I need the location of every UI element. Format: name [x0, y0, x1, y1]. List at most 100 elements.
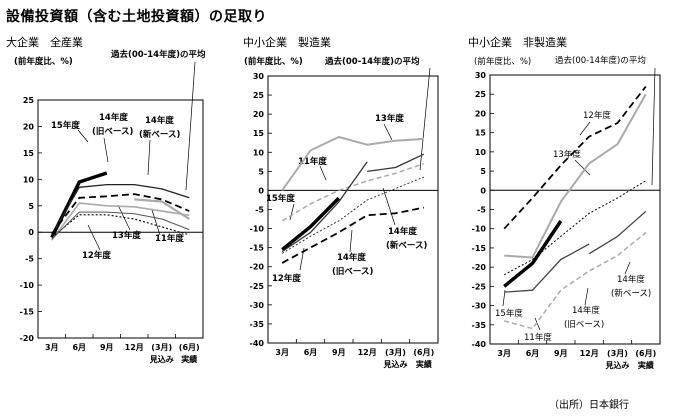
- y-tick-label: 5: [28, 202, 34, 211]
- panel-title: 中小企業 非製造業: [468, 35, 567, 49]
- annotation: 14年度: [572, 305, 600, 316]
- y-tick-label: 10: [253, 148, 265, 157]
- series-line: [281, 206, 424, 264]
- panel-sme-nonmanufacturing: 中小企業 非製造業 (前年度比、%) 過去(00-14年度)の平均 12年度 1…: [468, 35, 661, 370]
- series-line: [281, 162, 425, 222]
- x-tick-label: 12月: [358, 348, 377, 357]
- x-tick-label: 9月: [554, 349, 568, 358]
- x-tick-label: 3月: [497, 349, 511, 358]
- y-tick-label: -15: [250, 244, 265, 253]
- y-tick-label: 10: [475, 148, 487, 157]
- annotation: (新ベース): [611, 288, 651, 299]
- panel-title: 大企業 全産業: [6, 35, 83, 49]
- series-line: [504, 243, 590, 293]
- plot-area: -20 -15 -10 -5 0 5 10 15 20 25 3月 6月 9月 12月 (3月) 見込み (6月…: [20, 96, 204, 364]
- annotation: 14年度: [388, 226, 417, 237]
- callout-line: [502, 67, 656, 331]
- y-axis-label: (前年度比、%): [14, 56, 73, 67]
- y-tick-label: -10: [250, 225, 265, 234]
- y-tick-label: 30: [475, 71, 487, 80]
- series-line: [281, 161, 368, 253]
- x-sub-label: 見込み: [605, 360, 630, 370]
- y-tick-label: 15: [23, 149, 35, 158]
- annotation: 12年度: [583, 110, 611, 121]
- series-line: [51, 214, 190, 238]
- x-tick-label: 12月: [125, 343, 144, 352]
- annotation: 11年度: [524, 332, 552, 343]
- annotation: 12年度: [82, 250, 111, 261]
- y-axis-label: (前年度比、%): [244, 56, 303, 67]
- annotation: (旧ベース): [564, 320, 604, 330]
- callout-line: [77, 61, 196, 251]
- y-tick-label: -10: [20, 281, 35, 290]
- annotation: 15年度: [51, 120, 80, 131]
- annotation: 14年度: [145, 115, 174, 126]
- series-line: [51, 183, 190, 236]
- x-tick-label: (6月): [179, 343, 200, 352]
- x-tick-label: 3月: [275, 348, 289, 357]
- series-line: [367, 153, 425, 173]
- annotation: 11年度: [155, 233, 184, 244]
- y-tick-label: -25: [250, 282, 265, 291]
- y-tick-label: -20: [20, 334, 35, 343]
- x-tick-label: (3月): [151, 343, 172, 352]
- x-tick-label: 6月: [304, 348, 318, 357]
- series-line: [588, 210, 647, 255]
- x-tick-label: 3月: [45, 343, 59, 352]
- x-tick-label: 9月: [100, 343, 114, 352]
- callout-line: [289, 67, 431, 271]
- y-tick-label: 20: [23, 122, 35, 131]
- y-tick-label: 20: [253, 110, 265, 119]
- y-axis-label: (前年度比、%): [474, 56, 531, 67]
- series-line: [51, 193, 190, 235]
- annotation: 11年度: [298, 156, 327, 167]
- x-tick-label: 6月: [72, 343, 86, 352]
- y-tick-label: -5: [25, 255, 34, 264]
- annotation: 13年度: [375, 113, 404, 124]
- y-tick-label: 0: [28, 228, 34, 237]
- series-line: [503, 180, 647, 276]
- annotation: 過去(00-14年度)の平均: [555, 55, 646, 66]
- annotation: 15年度: [495, 308, 523, 319]
- x-tick-label: (3月): [607, 349, 628, 358]
- main-title: 設備投資額（含む土地投資額）の足取り: [6, 9, 267, 25]
- y-tick-label: 0: [258, 186, 264, 195]
- x-tick-label: 6月: [526, 349, 540, 358]
- annotation: 過去(00-14年度)の平均: [110, 49, 206, 60]
- annotation: 12年度: [272, 273, 301, 284]
- plot-area: -40 -35 -30 -25 -20 -15 -10 -5 0 5 10 15 20 25 30 3月 6月 9…: [250, 72, 439, 369]
- y-tick-label: 30: [253, 72, 265, 81]
- y-tick-label: 25: [253, 91, 265, 100]
- annotation: (新ベース): [139, 129, 180, 140]
- y-tick-label: -35: [472, 321, 487, 330]
- series-line: [51, 211, 190, 240]
- y-tick-label: -20: [472, 263, 487, 272]
- series-line: [503, 220, 563, 288]
- x-sub-label: 実績: [181, 354, 197, 364]
- panel-title: 中小企業 製造業: [243, 35, 331, 49]
- y-tick-label: -5: [255, 206, 264, 215]
- y-tick-label: -40: [250, 339, 265, 348]
- y-tick-label: -10: [472, 225, 487, 234]
- series-line: [281, 196, 341, 251]
- y-tick-label: -15: [472, 244, 487, 253]
- y-tick-label: 20: [475, 109, 487, 118]
- series-line: [504, 232, 647, 330]
- annotation: 13年度: [112, 230, 141, 241]
- annotation: 14年度: [99, 112, 128, 123]
- series-line: [281, 136, 424, 191]
- source-note: （出所）日本銀行: [549, 400, 629, 411]
- annotation: (旧ベース): [332, 266, 373, 277]
- y-tick-label: 5: [258, 167, 264, 176]
- annotation: 14年度: [337, 252, 366, 263]
- x-sub-label: 見込み: [149, 354, 174, 364]
- y-tick-label: 10: [23, 175, 35, 184]
- series-line: [51, 202, 190, 241]
- x-sub-label: 実績: [638, 360, 654, 370]
- y-tick-label: 15: [253, 129, 265, 138]
- y-tick-label: -30: [472, 302, 487, 311]
- plot-area: -40 -35 -30 -25 -20 -15 -10 -5 0 5 10 15 20 25 30 3月 6月 9…: [472, 71, 661, 370]
- panel-large-all: 大企業 全産業 (前年度比、%) 過去(00-14年度)の平均 15年度 14年…: [6, 35, 206, 364]
- y-tick-label: 25: [475, 90, 487, 99]
